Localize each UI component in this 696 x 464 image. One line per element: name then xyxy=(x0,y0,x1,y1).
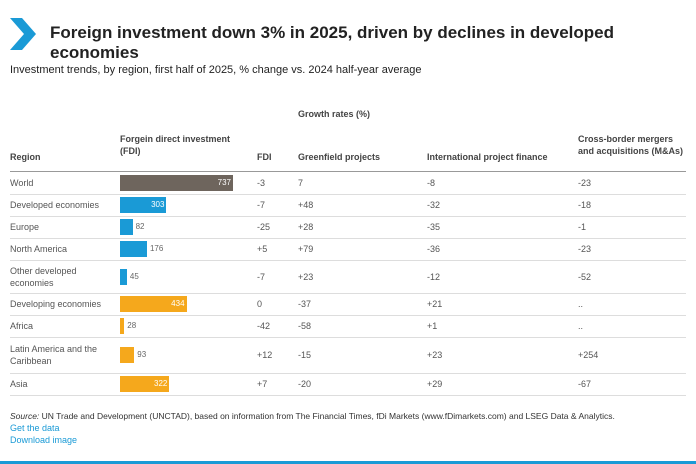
region-label: North America xyxy=(10,244,68,254)
column-header: Forgein direct investment (FDI) xyxy=(120,134,231,156)
source: Source: UN Trade and Development (UNCTAD… xyxy=(10,410,690,422)
column-header: Cross-border mergers and acquisitions (M… xyxy=(578,134,684,156)
region-label: Latin America and the Caribbean xyxy=(10,344,98,366)
fdi-value-label: 45 xyxy=(129,271,139,281)
row-rule xyxy=(10,395,686,396)
fdi-value-label: 28 xyxy=(127,321,137,330)
row-rule xyxy=(10,315,686,316)
cell: .. xyxy=(578,321,584,331)
fdi-bar xyxy=(120,376,170,392)
cell: -12 xyxy=(427,271,441,282)
cell: -23 xyxy=(578,178,592,188)
row-rule xyxy=(10,260,686,261)
cell: +21 xyxy=(427,299,443,309)
bottom-border xyxy=(0,461,696,464)
cell: +29 xyxy=(427,379,443,389)
cell: -35 xyxy=(427,222,441,232)
row-rule xyxy=(10,373,686,374)
region-label: Other developed economies xyxy=(10,265,77,288)
cell: -1 xyxy=(578,222,587,232)
cell: -20 xyxy=(298,379,312,389)
column-header: Region xyxy=(10,152,41,162)
fdi-value-label: 737 xyxy=(217,178,231,187)
fdi-bar xyxy=(120,241,147,257)
cell: -52 xyxy=(578,271,592,282)
row-rule xyxy=(10,337,686,338)
cell: -7 xyxy=(257,200,266,210)
cell: +28 xyxy=(298,222,314,232)
fdi-bar xyxy=(120,175,233,191)
cell: +12 xyxy=(257,350,273,360)
region-label: Asia xyxy=(10,379,28,389)
link[interactable]: Get the data xyxy=(10,423,60,433)
cell: +254 xyxy=(578,350,599,360)
cell: -58 xyxy=(298,321,312,331)
region-label: Europe xyxy=(10,222,40,232)
chevron-icon xyxy=(10,18,36,50)
cell: +7 xyxy=(257,379,268,389)
row-rule xyxy=(10,293,686,294)
source-label: Source: xyxy=(10,411,40,421)
fdi-value-label: 303 xyxy=(151,200,165,209)
cell: -7 xyxy=(257,271,266,282)
cell: -18 xyxy=(578,200,592,210)
region-label: Developed economies xyxy=(10,200,100,210)
cell: -67 xyxy=(578,379,592,389)
fdi-value-label: 176 xyxy=(149,244,164,253)
fdi-bar xyxy=(120,197,167,213)
region-label: Africa xyxy=(10,321,34,331)
column-header: International project finance xyxy=(427,152,548,162)
cell: +23 xyxy=(427,350,443,360)
subtitle: Investment trends, by region, first half… xyxy=(10,64,422,76)
column-header: Greenfield projects xyxy=(298,152,381,162)
cell: -32 xyxy=(427,200,441,210)
fdi-value-label: 322 xyxy=(154,379,168,388)
cell: +23 xyxy=(298,271,314,282)
cell: -25 xyxy=(257,222,271,232)
row-rule xyxy=(10,216,686,217)
cell: -8 xyxy=(427,178,436,188)
group-header: Growth rates (%) xyxy=(298,109,371,119)
region-label: World xyxy=(10,178,34,188)
cell: -42 xyxy=(257,321,271,331)
fdi-bar xyxy=(120,347,135,363)
cell: .. xyxy=(578,299,584,309)
fdi-bar xyxy=(120,318,125,334)
fdi-bar xyxy=(120,219,133,235)
fdi-value-label: 82 xyxy=(135,222,145,231)
cell: 0 xyxy=(257,299,263,309)
cell: -37 xyxy=(298,299,312,309)
cell: -15 xyxy=(298,350,312,360)
link[interactable]: Download image xyxy=(10,435,78,445)
cell: +5 xyxy=(257,244,268,254)
cell: 7 xyxy=(298,178,304,188)
row-rule xyxy=(10,238,686,239)
header-rule xyxy=(10,171,686,172)
fdi-value-label: 434 xyxy=(171,299,185,308)
cell: -23 xyxy=(578,244,592,254)
cell: +48 xyxy=(298,200,314,210)
cell: +79 xyxy=(298,244,314,254)
source-text: UN Trade and Development (UNCTAD), based… xyxy=(39,411,615,421)
row-rule xyxy=(10,194,686,195)
cell: +1 xyxy=(427,321,438,331)
column-header: FDI xyxy=(257,152,272,162)
region-label: Developing economies xyxy=(10,299,102,309)
cell: -36 xyxy=(427,244,441,254)
fdi-bar xyxy=(120,268,127,285)
fdi-value-label: 93 xyxy=(137,350,147,359)
fdi-bar xyxy=(120,296,187,312)
title: Foreign investment down 3% in 2025, driv… xyxy=(50,23,614,62)
cell: -3 xyxy=(257,178,266,188)
